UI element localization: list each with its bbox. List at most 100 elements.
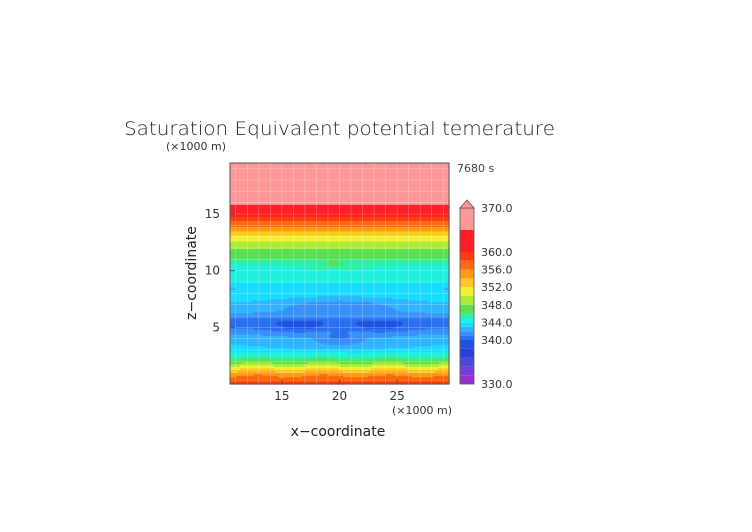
contour-cell bbox=[287, 378, 291, 381]
contour-cell bbox=[255, 378, 259, 381]
contour-cell bbox=[315, 373, 319, 376]
contour-cell bbox=[389, 375, 392, 378]
contour-cell bbox=[399, 376, 402, 379]
contour-cell bbox=[399, 381, 402, 384]
contour-cell bbox=[413, 375, 416, 378]
contour-cell bbox=[369, 378, 372, 381]
contour-cell bbox=[241, 376, 245, 379]
contour-cell bbox=[293, 367, 297, 370]
contour-cell bbox=[269, 369, 273, 372]
contour-cell bbox=[255, 379, 259, 382]
contour-cell bbox=[307, 369, 311, 372]
contour-cell bbox=[405, 373, 408, 376]
contour-cell bbox=[441, 376, 444, 379]
contour-cell bbox=[439, 379, 442, 382]
contour-cell bbox=[351, 381, 355, 384]
contour-cell bbox=[321, 373, 325, 376]
contour-cell bbox=[345, 370, 349, 373]
contour-cell bbox=[283, 376, 287, 379]
contour-cell bbox=[273, 372, 277, 375]
contour-cell bbox=[327, 376, 331, 379]
contour-cell bbox=[275, 379, 279, 382]
contour-cell bbox=[243, 369, 247, 372]
contour-cell bbox=[247, 369, 251, 372]
contour-cell bbox=[321, 369, 325, 372]
contour-cell bbox=[413, 378, 416, 381]
contour-cell bbox=[421, 376, 424, 379]
contour-cell bbox=[281, 373, 285, 376]
contour-cell bbox=[403, 372, 406, 375]
contour-cell bbox=[273, 381, 277, 384]
contour-cell bbox=[299, 367, 303, 370]
contour-cell bbox=[325, 376, 329, 379]
contour-cell bbox=[273, 375, 277, 378]
contour-cell bbox=[251, 379, 255, 382]
contour-cell bbox=[273, 376, 277, 379]
contour-cell bbox=[353, 373, 357, 376]
contour-cell bbox=[387, 369, 390, 372]
contour-cell bbox=[249, 367, 253, 370]
contour-cell bbox=[233, 376, 237, 379]
contour-cell bbox=[337, 381, 341, 384]
contour-cell bbox=[403, 370, 406, 373]
contour-cell bbox=[237, 375, 241, 378]
contour-cell bbox=[339, 369, 343, 372]
contour-cell bbox=[349, 370, 353, 373]
contour-cell bbox=[439, 381, 442, 384]
contour-cell bbox=[377, 379, 380, 382]
contour-cell bbox=[353, 369, 357, 372]
contour-cell bbox=[399, 375, 402, 378]
contour-cell bbox=[417, 370, 420, 373]
contour-cell bbox=[313, 376, 317, 379]
contour-cell bbox=[299, 373, 303, 376]
contour-cell bbox=[263, 379, 267, 382]
contour-cell bbox=[319, 369, 323, 372]
contour-cell bbox=[309, 369, 313, 372]
contour-cell bbox=[307, 378, 311, 381]
contour-cell bbox=[341, 376, 345, 379]
contour-cell bbox=[283, 372, 287, 375]
contour-cell bbox=[253, 373, 257, 376]
contour-cell bbox=[339, 372, 343, 375]
contour-cell bbox=[275, 369, 279, 372]
contour-cell bbox=[435, 378, 438, 381]
contour-cell bbox=[335, 379, 339, 382]
contour-cell bbox=[271, 369, 275, 372]
contour-cell bbox=[429, 373, 432, 376]
contour-cell bbox=[283, 367, 287, 370]
contour-cell bbox=[293, 369, 297, 372]
contour-cell bbox=[441, 375, 444, 378]
contour-cell bbox=[373, 369, 376, 372]
contour-cell bbox=[429, 379, 432, 382]
contour-cell bbox=[279, 381, 283, 384]
contour-cell bbox=[401, 370, 404, 373]
contour-cell bbox=[401, 379, 404, 382]
contour-cell bbox=[271, 367, 275, 370]
contour-cell bbox=[301, 373, 305, 376]
contour-cell bbox=[395, 369, 398, 372]
contour-cell bbox=[397, 372, 400, 375]
contour-cell bbox=[361, 369, 364, 372]
contour-cell bbox=[323, 370, 327, 373]
contour-cell bbox=[439, 372, 442, 375]
contour-cell bbox=[269, 378, 273, 381]
contour-cell bbox=[343, 379, 347, 382]
contour-cell bbox=[365, 378, 368, 381]
contour-cell bbox=[249, 378, 253, 381]
contour-cell bbox=[385, 378, 388, 381]
contour-cell bbox=[421, 378, 424, 381]
contour-cell bbox=[285, 379, 289, 382]
contour-cell bbox=[387, 370, 390, 373]
contour-cell bbox=[411, 376, 414, 379]
contour-cell bbox=[305, 373, 309, 376]
contour-cell bbox=[427, 381, 430, 384]
contour-cell bbox=[413, 370, 416, 373]
contour-cell bbox=[349, 379, 353, 382]
contour-cell bbox=[393, 378, 396, 381]
contour-cell bbox=[353, 378, 357, 381]
contour-cell bbox=[343, 369, 347, 372]
contour-cell bbox=[413, 373, 416, 376]
contour-cell bbox=[349, 378, 353, 381]
contour-cell bbox=[399, 372, 402, 375]
contour-cell bbox=[311, 370, 315, 373]
